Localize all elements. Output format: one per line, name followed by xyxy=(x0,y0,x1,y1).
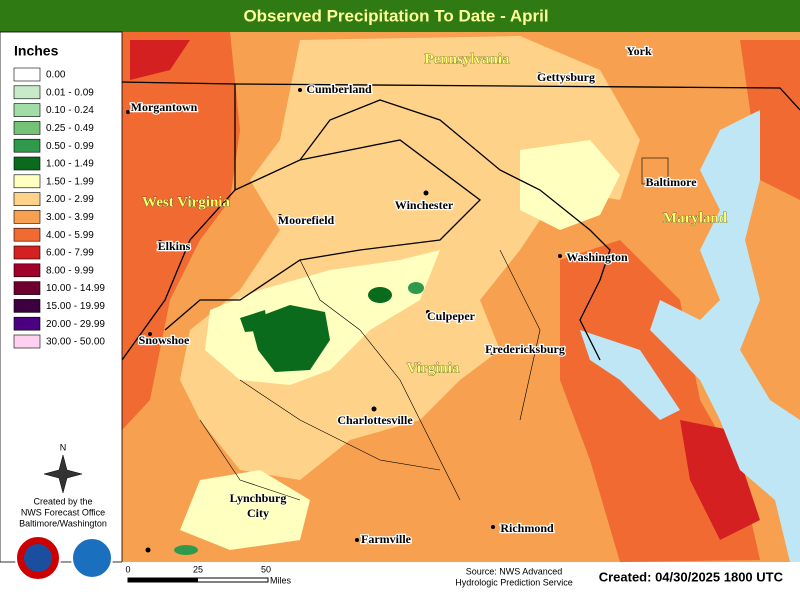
legend-label: 10.00 - 14.99 xyxy=(46,283,105,294)
scale-label: 0 xyxy=(125,564,130,574)
place-label: Elkins xyxy=(158,239,191,253)
legend-label: 20.00 - 29.99 xyxy=(46,319,105,330)
legend-swatch xyxy=(13,138,41,153)
noaa-logo xyxy=(71,537,113,579)
place-label: Charlottesville xyxy=(337,413,413,427)
place-label: Snowshoe xyxy=(139,333,190,347)
title-bar xyxy=(0,0,800,32)
scale-unit: Miles xyxy=(270,575,292,585)
scale-label: 25 xyxy=(193,564,203,574)
legend-title: Inches xyxy=(14,43,59,59)
legend-swatch xyxy=(13,210,41,224)
legend-label: 30.00 - 50.00 xyxy=(46,337,105,348)
place-label: York xyxy=(626,44,652,58)
place-label: Winchester xyxy=(395,198,454,212)
legend-label: 1.00 - 1.49 xyxy=(46,159,94,170)
legend-label: 0.10 - 0.24 xyxy=(46,105,94,116)
legend-swatch xyxy=(13,192,41,206)
place-label: Culpeper xyxy=(427,309,476,323)
credit: Baltimore/Washington xyxy=(19,518,107,528)
legend-swatch xyxy=(13,85,41,100)
credit: NWS Forecast Office xyxy=(21,507,105,517)
legend-swatch xyxy=(13,316,41,331)
legend-label: 15.00 - 19.99 xyxy=(46,301,105,312)
legend-swatch xyxy=(13,103,41,117)
legend-swatch xyxy=(13,174,41,189)
legend-swatch xyxy=(13,281,41,295)
legend: 0.00 0.01 - 0.09 0.10 - 0.24 0.25 - 0.49 0.5… xyxy=(13,67,105,349)
legend-label: 3.00 - 3.99 xyxy=(46,212,94,223)
place-label: Lynchburg City xyxy=(229,491,287,520)
credit: Created by the xyxy=(33,496,92,506)
place-label: Washington xyxy=(566,250,628,264)
legend-label: 8.00 - 9.99 xyxy=(46,265,94,276)
place-label: Fredericksburg xyxy=(485,342,565,356)
legend-label: 4.00 - 5.99 xyxy=(46,230,94,241)
legend-swatch xyxy=(13,299,41,313)
place-label: Morgantown xyxy=(131,100,198,114)
source: Source: NWS Advanced xyxy=(466,566,563,576)
place-label: Gettysburg xyxy=(537,70,595,84)
scale-label: 50 xyxy=(261,564,271,574)
legend-swatch xyxy=(13,67,41,82)
source: Hydrologic Prediction Service xyxy=(455,577,573,587)
legend-label: 0.50 - 0.99 xyxy=(46,141,94,152)
legend-swatch xyxy=(13,263,41,278)
place-label: Richmond xyxy=(500,521,554,535)
legend-swatch xyxy=(13,334,41,349)
map xyxy=(121,32,800,562)
legend-swatch xyxy=(13,156,41,171)
legend-label: 6.00 - 7.99 xyxy=(46,248,94,259)
state-label: West Virginia xyxy=(142,194,230,210)
legend-swatch xyxy=(13,121,41,135)
state-label: Maryland xyxy=(663,210,728,226)
scale-bar xyxy=(128,578,198,582)
legend-label: 0.01 - 0.09 xyxy=(46,87,94,98)
legend-label: 0.25 - 0.49 xyxy=(46,123,94,134)
legend-label: 1.50 - 1.99 xyxy=(46,176,94,187)
state-label: Pennsylvania xyxy=(424,51,510,67)
legend-label: 2.00 - 2.99 xyxy=(46,194,94,205)
place-label: Farmville xyxy=(361,532,412,546)
place-label: Baltimore xyxy=(645,175,697,189)
title: Observed Precipitation To Date - April xyxy=(243,6,548,25)
legend-label: 0.00 xyxy=(46,70,66,81)
nws-logo xyxy=(24,544,52,572)
compass xyxy=(43,454,83,494)
place-label: Cumberland xyxy=(306,82,372,96)
created: Created: 04/30/2025 1800 UTC xyxy=(599,569,784,584)
state-label: Virginia xyxy=(407,360,460,376)
legend-swatch xyxy=(13,245,41,260)
compass-label: N xyxy=(60,442,67,452)
legend-swatch xyxy=(13,227,41,242)
place-label: Moorefield xyxy=(278,213,335,227)
